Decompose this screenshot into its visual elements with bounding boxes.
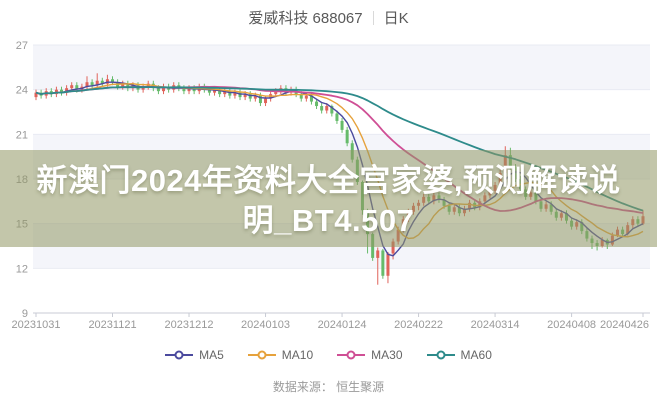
title-divider bbox=[372, 10, 374, 25]
ma10-marker-icon bbox=[247, 350, 276, 360]
candle-body bbox=[90, 82, 94, 86]
candle-body bbox=[386, 253, 390, 276]
candle-body bbox=[192, 88, 196, 92]
candle-body bbox=[95, 80, 99, 86]
x-tick-label: 20240124 bbox=[318, 319, 367, 331]
candle-body bbox=[304, 95, 308, 99]
candle-body bbox=[187, 88, 191, 92]
data-source-note: 数据来源： 恒生聚源 bbox=[272, 380, 385, 394]
y-tick-label: 12 bbox=[16, 263, 28, 275]
candle-body bbox=[65, 88, 69, 93]
candle-body bbox=[223, 91, 227, 95]
candle-body bbox=[238, 92, 242, 98]
legend-item-ma5[interactable]: MA5 bbox=[165, 348, 224, 362]
ma60-marker-icon bbox=[426, 350, 455, 360]
candle-body bbox=[156, 88, 160, 92]
chart-titlebar: 爱威科技 688067 日K bbox=[0, 7, 657, 28]
candle-body bbox=[85, 82, 89, 87]
legend-item-ma30[interactable]: MA30 bbox=[337, 348, 403, 362]
candle-body bbox=[258, 95, 262, 104]
stock-title: 爱威科技 688067 bbox=[248, 10, 363, 27]
legend-label: MA30 bbox=[371, 348, 403, 362]
candle-body bbox=[34, 92, 38, 98]
candle-body bbox=[315, 101, 319, 107]
candle-body bbox=[299, 94, 303, 99]
x-tick-label: 20240314 bbox=[471, 319, 520, 331]
overlay-text-line2: 明_BT4.507 bbox=[242, 202, 415, 238]
ma5-marker-icon bbox=[165, 350, 194, 360]
x-tick-label: 20231212 bbox=[165, 319, 214, 331]
candle-body bbox=[111, 79, 115, 83]
candle-body bbox=[320, 106, 324, 111]
candle-body bbox=[391, 241, 395, 254]
legend-label: MA10 bbox=[281, 348, 314, 362]
candle-body bbox=[330, 106, 334, 114]
candle-body bbox=[218, 89, 222, 95]
candle-body bbox=[162, 86, 166, 92]
candle-body bbox=[233, 92, 237, 96]
legend: MA5 MA10 MA30 MA60 bbox=[0, 348, 657, 362]
x-tick-label: 20240408 bbox=[547, 319, 596, 331]
candle-body bbox=[243, 94, 247, 98]
x-tick-label: 20240426 bbox=[600, 319, 649, 331]
x-tick-label: 20231031 bbox=[12, 319, 61, 331]
legend-label: MA5 bbox=[199, 348, 224, 362]
candle-body bbox=[100, 80, 104, 84]
candle-body bbox=[121, 83, 125, 87]
candle-body bbox=[264, 98, 268, 104]
candle-body bbox=[381, 250, 385, 276]
candle-body bbox=[141, 86, 145, 90]
y-tick-label: 27 bbox=[16, 40, 28, 52]
ma30-marker-icon bbox=[337, 350, 366, 360]
y-tick-label: 24 bbox=[16, 85, 28, 97]
y-tick-label: 9 bbox=[22, 308, 28, 320]
candle-body bbox=[248, 94, 252, 99]
legend-item-ma10[interactable]: MA10 bbox=[247, 348, 314, 362]
candle-body bbox=[75, 85, 79, 90]
candle-body bbox=[274, 91, 278, 95]
x-tick-label: 20240222 bbox=[394, 319, 443, 331]
candle-body bbox=[60, 89, 64, 93]
candle-body bbox=[309, 95, 313, 102]
x-axis: 20231031 20231121 20231212 20240103 20240124… bbox=[12, 313, 649, 331]
candle-body bbox=[182, 88, 186, 92]
overlay-text-line1: 新澳门2024年资料大全宫家婆,预测解读说 bbox=[36, 162, 621, 198]
overlay-banner: 新澳门2024年资料大全宫家婆,预测解读说 明_BT4.507 bbox=[0, 150, 657, 247]
candle-body bbox=[105, 79, 109, 84]
candle-body bbox=[325, 106, 329, 111]
candle-body bbox=[335, 113, 339, 121]
legend-item-ma60[interactable]: MA60 bbox=[426, 348, 492, 362]
period-tab-daily-k[interactable]: 日K bbox=[383, 10, 409, 27]
candle-body bbox=[126, 83, 130, 89]
candle-body bbox=[228, 91, 232, 96]
candle-body bbox=[207, 89, 211, 93]
candle-body bbox=[376, 250, 380, 258]
x-tick-label: 20231121 bbox=[88, 319, 136, 331]
legend-label: MA60 bbox=[460, 348, 492, 362]
candle-body bbox=[213, 89, 217, 93]
x-tick-label: 20240103 bbox=[241, 319, 290, 331]
candle-body bbox=[70, 85, 74, 89]
y-tick-label: 21 bbox=[16, 129, 28, 141]
candle-body bbox=[340, 120, 344, 130]
candle-body bbox=[345, 129, 349, 144]
candle-body bbox=[253, 95, 257, 99]
